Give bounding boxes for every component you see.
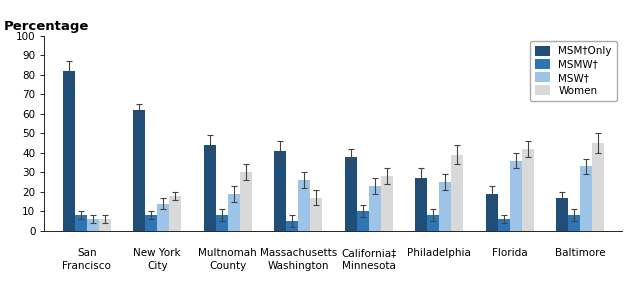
- Text: New York
City: New York City: [133, 248, 181, 271]
- Bar: [286, 221, 298, 231]
- Bar: [298, 180, 310, 231]
- Bar: [98, 219, 110, 231]
- Bar: [310, 198, 322, 231]
- Bar: [228, 194, 239, 231]
- Bar: [592, 143, 604, 231]
- Bar: [157, 204, 169, 231]
- Text: Percentage: Percentage: [4, 20, 90, 33]
- Bar: [169, 196, 181, 231]
- Bar: [427, 215, 439, 231]
- Bar: [204, 145, 216, 231]
- Bar: [239, 172, 251, 231]
- Text: Multnomah
County: Multnomah County: [198, 248, 257, 271]
- Bar: [439, 182, 451, 231]
- Text: Massachusetts
Washington: Massachusetts Washington: [260, 248, 337, 271]
- Bar: [521, 149, 533, 231]
- Bar: [380, 176, 392, 231]
- Bar: [357, 211, 368, 231]
- Text: Baltimore: Baltimore: [555, 248, 605, 258]
- Bar: [556, 198, 568, 231]
- Bar: [580, 166, 592, 231]
- Bar: [498, 219, 509, 231]
- Legend: MSM†Only, MSMW†, MSW†, Women: MSM†Only, MSMW†, MSW†, Women: [530, 41, 617, 101]
- Bar: [87, 219, 98, 231]
- Bar: [75, 215, 87, 231]
- Bar: [486, 194, 498, 231]
- Bar: [274, 151, 286, 231]
- Bar: [415, 178, 427, 231]
- Bar: [133, 110, 145, 231]
- Text: San
Francisco: San Francisco: [62, 248, 111, 271]
- Bar: [568, 215, 580, 231]
- Text: California‡
Minnesota: California‡ Minnesota: [341, 248, 396, 271]
- Bar: [145, 215, 157, 231]
- Bar: [451, 155, 463, 231]
- Text: Florida: Florida: [491, 248, 527, 258]
- Bar: [63, 71, 75, 231]
- Bar: [345, 157, 357, 231]
- Bar: [216, 215, 228, 231]
- Bar: [509, 160, 521, 231]
- Text: Philadelphia: Philadelphia: [407, 248, 471, 258]
- Bar: [368, 186, 380, 231]
